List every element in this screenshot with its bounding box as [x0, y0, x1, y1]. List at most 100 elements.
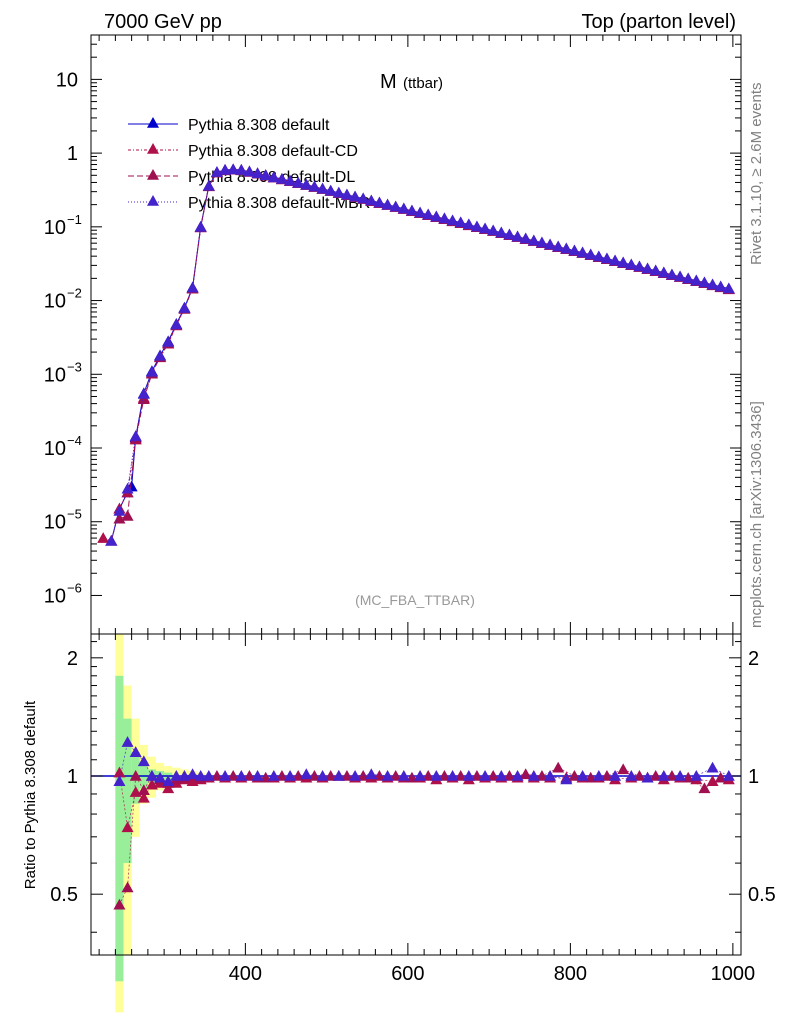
data-point	[405, 204, 418, 216]
data-point	[113, 504, 126, 516]
ratio-point	[275, 770, 288, 781]
series-2	[97, 163, 735, 546]
data-point	[625, 258, 638, 270]
series-line	[103, 169, 729, 542]
ratio-point	[389, 770, 402, 781]
data-point	[202, 179, 215, 191]
data-point	[414, 206, 427, 218]
data-point	[592, 250, 605, 262]
data-point	[97, 532, 110, 543]
data-point	[357, 192, 370, 204]
data-point	[154, 349, 167, 361]
ratio-point	[397, 770, 410, 781]
side-label-mcplots: mcplots.cern.ch [arXiv:1306.3436]	[748, 401, 765, 628]
data-point	[105, 534, 118, 546]
ratio-point	[625, 770, 638, 781]
ratio-point	[340, 770, 353, 781]
ratio-point	[170, 770, 183, 781]
data-point	[292, 176, 305, 188]
ratio-point	[349, 770, 362, 781]
ratio-point	[430, 770, 443, 781]
series-line	[119, 169, 729, 520]
legend-marker	[147, 195, 159, 206]
ratio-series-line	[119, 767, 721, 905]
data-point	[665, 268, 678, 280]
data-point	[609, 254, 622, 266]
y-tick-label: 1	[67, 143, 78, 165]
main-plot-panel: Pythia 8.308 default Pythia 8.308 default…	[44, 34, 742, 635]
ratio-point	[479, 770, 492, 781]
data-point	[722, 282, 735, 294]
data-point	[251, 167, 264, 179]
data-point	[690, 274, 703, 286]
y-tick-label: 10	[44, 364, 66, 386]
data-point	[535, 236, 548, 248]
ratio-y-tick-label-right: 1	[748, 766, 759, 788]
ratio-point	[617, 763, 630, 775]
ratio-point	[129, 746, 142, 757]
ratio-point	[438, 770, 451, 781]
data-point	[657, 266, 670, 278]
ratio-point	[251, 770, 264, 781]
y-tick-exponent: −3	[67, 359, 82, 374]
ratio-plot-frame	[90, 633, 742, 956]
ratio-point	[487, 770, 500, 781]
legend-label: Pythia 8.308 default-MBR	[188, 195, 370, 212]
data-point	[714, 280, 727, 292]
legend: Pythia 8.308 default Pythia 8.308 default…	[128, 117, 370, 212]
ratio-point	[186, 768, 199, 780]
ratio-point	[267, 770, 280, 781]
data-point	[121, 482, 134, 494]
legend-marker	[147, 117, 159, 128]
data-point	[235, 163, 248, 175]
data-point	[422, 208, 435, 220]
ratio-point	[674, 770, 687, 781]
ratio-point	[544, 770, 557, 781]
data-point	[219, 163, 232, 175]
uncertainty-band-green	[115, 675, 124, 982]
ratio-point	[576, 770, 589, 781]
data-point	[178, 302, 191, 313]
data-point	[324, 184, 337, 196]
data-point	[430, 210, 443, 222]
y-tick-label: 10	[44, 438, 66, 460]
plot-title-sub: (ttbar)	[403, 75, 443, 92]
ratio-point	[503, 770, 516, 781]
ratio-point	[137, 755, 150, 767]
ratio-point	[633, 770, 646, 781]
data-point	[284, 174, 297, 186]
ratio-point	[454, 770, 467, 781]
ratio-point	[665, 770, 678, 781]
ratio-point	[722, 770, 735, 781]
ratio-y-tick-label: 1	[67, 766, 78, 788]
ratio-point	[527, 770, 540, 781]
data-point	[381, 198, 394, 210]
data-point	[698, 276, 711, 288]
ratio-point	[365, 768, 378, 780]
data-point	[641, 262, 654, 274]
y-tick-label: 10	[44, 217, 66, 239]
ratio-point	[698, 782, 711, 794]
data-point	[617, 256, 630, 268]
data-point	[186, 281, 199, 293]
data-point	[584, 248, 597, 260]
uncertainty-band-green	[123, 718, 132, 864]
ratio-series-line	[119, 741, 729, 782]
ratio-point	[121, 821, 134, 833]
series-4	[105, 163, 735, 546]
ratio-point	[690, 770, 703, 781]
ratio-point	[243, 770, 256, 781]
ratio-point	[535, 770, 548, 781]
data-point	[674, 270, 687, 282]
ratio-point	[470, 770, 483, 781]
legend-marker	[147, 143, 159, 154]
ratio-point	[113, 898, 126, 910]
ratio-point	[227, 770, 240, 781]
ratio-point	[219, 770, 232, 781]
ratio-point	[381, 770, 394, 781]
data-point	[275, 172, 288, 184]
data-point	[308, 180, 321, 192]
ratio-point	[284, 770, 297, 781]
ratio-y-tick-label: 2	[67, 648, 78, 670]
ratio-point	[162, 775, 175, 787]
